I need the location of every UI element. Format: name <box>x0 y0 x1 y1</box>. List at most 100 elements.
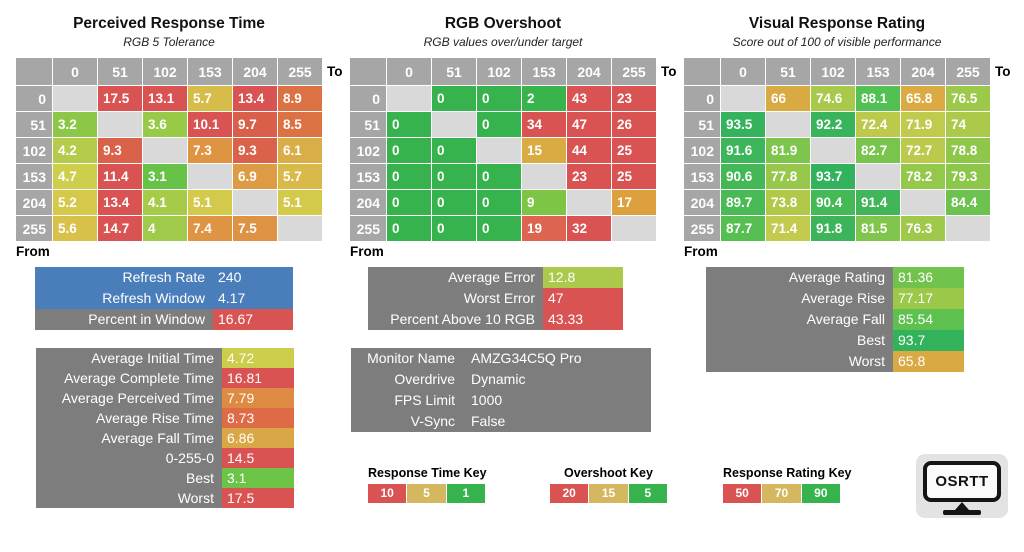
heatmap-cell: 93.5 <box>721 112 765 137</box>
table-title: Perceived Response Time <box>73 15 265 32</box>
col-header-cell: 153 <box>522 58 566 85</box>
stat-value: 12.8 <box>543 267 623 288</box>
heatmap-visual-response-rating: Visual Response Rating Score out of 100 o… <box>684 14 1011 259</box>
stat-value: 16.81 <box>222 368 294 388</box>
heatmap-rgb-overshoot: RGB Overshoot RGB values over/under targe… <box>350 14 677 259</box>
to-axis-label: To <box>661 64 677 79</box>
heatmap-blank-cell <box>811 138 855 163</box>
table-subtitle: Score out of 100 of visible performance <box>732 35 942 49</box>
stat-row: Percent Above 10 RGB 43.33 <box>368 309 623 330</box>
heatmap-cell: 0 <box>387 216 431 241</box>
heatmap-cell: 0 <box>477 216 521 241</box>
panel-monitor-info: Monitor Name AMZG34C5Q Pro Overdrive Dynami… <box>351 348 651 432</box>
stat-label: Average Perceived Time <box>36 388 222 408</box>
stat-label: Refresh Window <box>35 288 213 309</box>
heatmap-cell: 9 <box>522 190 566 215</box>
stat-value: 65.8 <box>893 351 964 372</box>
stat-value: 4.17 <box>213 288 293 309</box>
heatmap-cell: 13.4 <box>98 190 142 215</box>
heatmap-cell: 5.1 <box>188 190 232 215</box>
key-swatch: 15 <box>589 484 628 503</box>
heatmap-cell: 0 <box>432 86 476 111</box>
heatmap-cell: 9.7 <box>233 112 277 137</box>
row-header-cell: 153 <box>16 164 52 189</box>
heatmap-cell: 10.1 <box>188 112 232 137</box>
stat-value: 17.5 <box>222 488 294 508</box>
col-header-cell: 51 <box>766 58 810 85</box>
heatmap-cell: 73.8 <box>766 190 810 215</box>
stat-row: Average Rating 81.36 <box>706 267 964 288</box>
heatmap-cell: 4.7 <box>53 164 97 189</box>
key-swatch-row: 20 15 5 <box>550 484 667 503</box>
heatmap-cell: 0 <box>477 190 521 215</box>
col-header-cell: 204 <box>233 58 277 85</box>
stat-label: Average Fall <box>706 309 893 330</box>
row-header-cell: 0 <box>350 86 386 111</box>
col-header-cell: 0 <box>721 58 765 85</box>
to-axis-label: To <box>327 64 343 79</box>
col-header-cell: 255 <box>946 58 990 85</box>
col-header-cell: 102 <box>811 58 855 85</box>
col-header-cell: 102 <box>143 58 187 85</box>
stat-label: Average Rating <box>706 267 893 288</box>
heatmap-cell: 93.7 <box>811 164 855 189</box>
heatmap-cell: 3.1 <box>143 164 187 189</box>
key-swatch-row: 10 5 1 <box>368 484 485 503</box>
heatmap-cell: 34 <box>522 112 566 137</box>
stat-row: Average Fall 85.54 <box>706 309 964 330</box>
heatmap-blank-cell <box>477 138 521 163</box>
heatmap-cell: 91.4 <box>856 190 900 215</box>
heatmap-blank-cell <box>432 112 476 137</box>
stat-row: Monitor Name AMZG34C5Q Pro <box>351 348 651 369</box>
stat-value: 8.73 <box>222 408 294 428</box>
key-title: Response Rating Key <box>723 466 852 480</box>
heatmap-cell: 3.6 <box>143 112 187 137</box>
heatmap-cell: 19 <box>522 216 566 241</box>
row-header-cell: 153 <box>350 164 386 189</box>
stat-row: Worst Error 47 <box>368 288 623 309</box>
heatmap-cell: 78.2 <box>901 164 945 189</box>
col-header-cell: 153 <box>856 58 900 85</box>
heatmap-cell: 11.4 <box>98 164 142 189</box>
key-swatch-row: 50 70 90 <box>723 484 840 503</box>
heatmap-cell: 25 <box>612 164 656 189</box>
stat-row: Best 93.7 <box>706 330 964 351</box>
heatmap-perceived-response-time: Perceived Response Time RGB 5 Tolerance 0 5… <box>16 14 343 259</box>
row-header-cell: 102 <box>350 138 386 163</box>
heatmap-cell: 44 <box>567 138 611 163</box>
heatmap-cell: 13.1 <box>143 86 187 111</box>
heatmap-cell: 8.5 <box>278 112 322 137</box>
monitor-stand-neck <box>955 502 969 510</box>
heatmap-cell: 76.3 <box>901 216 945 241</box>
stat-label: Average Rise <box>706 288 893 309</box>
heatmap-blank-cell <box>567 190 611 215</box>
heatmap-cell: 0 <box>432 138 476 163</box>
heatmap-cell: 74.6 <box>811 86 855 111</box>
heatmap-cell: 0 <box>477 86 521 111</box>
heatmap-cell: 17 <box>612 190 656 215</box>
stat-label: Overdrive <box>394 371 455 387</box>
heatmap-blank-cell <box>98 112 142 137</box>
heatmap-cell: 66 <box>766 86 810 111</box>
heatmap-cell: 7.4 <box>188 216 232 241</box>
stat-value: False <box>471 413 506 429</box>
col-header-cell: 0 <box>387 58 431 85</box>
heatmap-cell: 26 <box>612 112 656 137</box>
heatmap-cell: 90.4 <box>811 190 855 215</box>
key-title: Response Time Key <box>368 466 487 480</box>
stat-row: Worst 17.5 <box>36 488 294 508</box>
to-axis-label: To <box>995 64 1011 79</box>
monitor-icon: OSRTT <box>923 461 1001 502</box>
heatmap-cell: 76.5 <box>946 86 990 111</box>
heatmap-cell: 2 <box>522 86 566 111</box>
row-header-cell: 0 <box>684 86 720 111</box>
stat-value: Dynamic <box>471 371 526 387</box>
stat-row: Refresh Window 4.17 <box>35 288 293 309</box>
row-header-cell: 204 <box>16 190 52 215</box>
stat-label: 0-255-0 <box>36 448 222 468</box>
heatmap-cell: 32 <box>567 216 611 241</box>
stat-row: Average Complete Time 16.81 <box>36 368 294 388</box>
stat-value: 7.79 <box>222 388 294 408</box>
stat-label: Worst <box>706 351 893 372</box>
key-swatch: 1 <box>446 484 485 503</box>
